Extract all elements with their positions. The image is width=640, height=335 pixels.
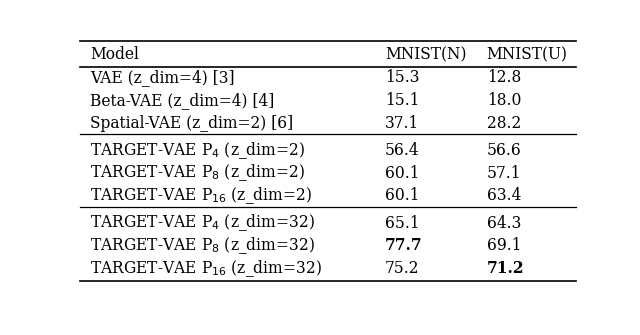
Text: TARGET-VAE P$_8$ (z_dim=32): TARGET-VAE P$_8$ (z_dim=32): [90, 236, 315, 256]
Text: 60.1: 60.1: [385, 187, 420, 204]
Text: 56.4: 56.4: [385, 142, 420, 159]
Text: 12.8: 12.8: [486, 69, 521, 86]
Text: TARGET-VAE P$_4$ (z_dim=32): TARGET-VAE P$_4$ (z_dim=32): [90, 213, 315, 233]
Text: 56.6: 56.6: [486, 142, 522, 159]
Text: TARGET-VAE P$_{16}$ (z_dim=2): TARGET-VAE P$_{16}$ (z_dim=2): [90, 185, 312, 206]
Text: MNIST(N): MNIST(N): [385, 46, 467, 63]
Text: Beta-VAE (z_dim=4) [4]: Beta-VAE (z_dim=4) [4]: [90, 92, 275, 109]
Text: 15.1: 15.1: [385, 92, 420, 109]
Text: 57.1: 57.1: [486, 164, 521, 182]
Text: 37.1: 37.1: [385, 115, 419, 132]
Text: 60.1: 60.1: [385, 164, 420, 182]
Text: 69.1: 69.1: [486, 237, 521, 254]
Text: 28.2: 28.2: [486, 115, 521, 132]
Text: MNIST(U): MNIST(U): [486, 46, 568, 63]
Text: 18.0: 18.0: [486, 92, 521, 109]
Text: 77.7: 77.7: [385, 237, 422, 254]
Text: TARGET-VAE P$_{16}$ (z_dim=32): TARGET-VAE P$_{16}$ (z_dim=32): [90, 258, 322, 279]
Text: 75.2: 75.2: [385, 260, 420, 277]
Text: TARGET-VAE P$_8$ (z_dim=2): TARGET-VAE P$_8$ (z_dim=2): [90, 162, 305, 184]
Text: 65.1: 65.1: [385, 215, 420, 231]
Text: Model: Model: [90, 46, 139, 63]
Text: 63.4: 63.4: [486, 187, 521, 204]
Text: TARGET-VAE P$_4$ (z_dim=2): TARGET-VAE P$_4$ (z_dim=2): [90, 140, 305, 161]
Text: VAE (z_dim=4) [3]: VAE (z_dim=4) [3]: [90, 69, 234, 86]
Text: 64.3: 64.3: [486, 215, 521, 231]
Text: Spatial-VAE (z_dim=2) [6]: Spatial-VAE (z_dim=2) [6]: [90, 115, 293, 132]
Text: 71.2: 71.2: [486, 260, 524, 277]
Text: 15.3: 15.3: [385, 69, 420, 86]
